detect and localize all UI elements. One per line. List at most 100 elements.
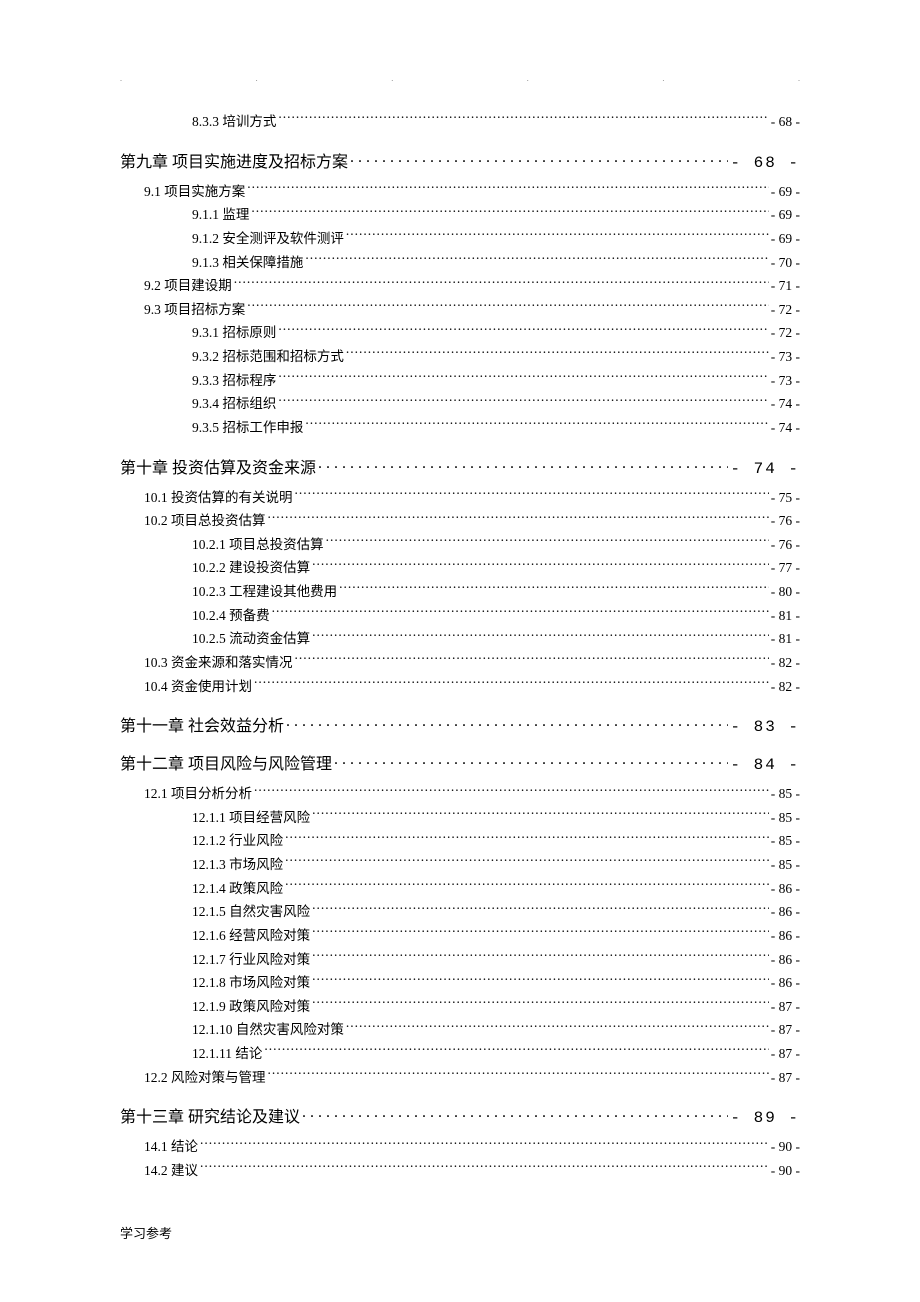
toc-leader-dots xyxy=(268,1068,769,1082)
toc-entry: 10.3 资金来源和落实情况- 82 - xyxy=(144,651,800,675)
toc-entry-label: 10.4 资金使用计划 xyxy=(144,675,252,699)
toc-entry: 10.2.1 项目总投资估算- 76 - xyxy=(192,533,800,557)
toc-entry-page: - 72 - xyxy=(771,321,800,345)
toc-leader-dots xyxy=(326,535,769,549)
toc-entry-label: 9.2 项目建设期 xyxy=(144,274,232,298)
toc-entry-label: 9.3.1 招标原则 xyxy=(192,321,276,345)
toc-entry-page: - 74 - xyxy=(730,460,800,478)
header-dot-row: ...... xyxy=(120,74,800,84)
toc-entry-page: - 69 - xyxy=(771,180,800,204)
toc-entry-page: - 85 - xyxy=(771,853,800,877)
toc-entry-page: - 87 - xyxy=(771,1066,800,1090)
toc-entry: 9.3.2 招标范围和招标方式 - 73 - xyxy=(192,345,800,369)
toc-leader-dots xyxy=(318,457,728,473)
toc-leader-dots xyxy=(247,182,769,196)
toc-entry: 10.2.3 工程建设其他费用- 80 - xyxy=(192,580,800,604)
toc-page: 8.3.3 培训方式- 68 -第九章 项目实施进度及招标方案- 68 -9.1… xyxy=(0,0,920,1243)
toc-entry-label: 9.3.4 招标组织 xyxy=(192,392,276,416)
toc-entry-page: - 87 - xyxy=(771,995,800,1019)
toc-entry-page: - 81 - xyxy=(771,604,800,628)
toc-entry-label: 9.3.5 招标工作申报 xyxy=(192,416,303,440)
toc-entry: 第十一章 社会效益分析 - 83 - xyxy=(120,712,800,736)
toc-leader-dots xyxy=(285,856,769,870)
toc-entry: 10.2.2 建设投资估算 - 77 - xyxy=(192,556,800,580)
toc-entry-page: - 73 - xyxy=(771,345,800,369)
toc-entry: 12.1.1 项目经营风险 - 85 - xyxy=(192,806,800,830)
toc-entry: 12.1.7 行业风险对策- 86 - xyxy=(192,948,800,972)
toc-entry: 9.3 项目招标方案- 72 - xyxy=(144,298,800,322)
toc-entry-label: 9.3.3 招标程序 xyxy=(192,369,276,393)
toc-entry-label: 9.1.1 监理 xyxy=(192,203,249,227)
toc-entry: 12.1.5 自然灾害风险 - 86 - xyxy=(192,900,800,924)
toc-entry-label: 9.1.3 相关保障措施 xyxy=(192,251,303,275)
toc-entry-label: 12.1.8 市场风险对策 xyxy=(192,971,310,995)
toc-entry-page: - 73 - xyxy=(771,369,800,393)
toc-leader-dots xyxy=(346,348,769,362)
toc-entry-page: - 76 - xyxy=(771,509,800,533)
toc-entry-label: 14.2 建议 xyxy=(144,1159,198,1183)
toc-leader-dots xyxy=(350,151,728,167)
toc-entry-page: - 77 - xyxy=(771,556,800,580)
toc-entry: 9.3.1 招标原则 - 72 - xyxy=(192,321,800,345)
toc-entry-page: - 86 - xyxy=(771,900,800,924)
toc-leader-dots xyxy=(312,559,769,573)
toc-entry-page: - 83 - xyxy=(730,718,800,736)
toc-entry-page: - 69 - xyxy=(771,203,800,227)
toc-entry-label: 9.1 项目实施方案 xyxy=(144,180,245,204)
toc-leader-dots xyxy=(346,229,769,243)
toc-leader-dots xyxy=(285,832,769,846)
toc-entry: 第九章 项目实施进度及招标方案- 68 - xyxy=(120,148,800,172)
toc-entry-page: - 90 - xyxy=(771,1135,800,1159)
toc-entry: 第十章 投资估算及资金来源- 74 - xyxy=(120,454,800,478)
toc-entry-page: - 69 - xyxy=(771,227,800,251)
toc-entry-page: - 80 - xyxy=(771,580,800,604)
toc-leader-dots xyxy=(285,879,769,893)
toc-leader-dots xyxy=(286,715,728,731)
toc-entry: 10.4 资金使用计划- 82 - xyxy=(144,675,800,699)
toc-entry-page: - 85 - xyxy=(771,806,800,830)
toc-entry-label: 10.2.1 项目总投资估算 xyxy=(192,533,324,557)
toc-entry-label: 12.1.2 行业风险 xyxy=(192,829,283,853)
toc-entry-label: 10.2.5 流动资金估算 xyxy=(192,627,310,651)
toc-entry-label: 10.2.2 建设投资估算 xyxy=(192,556,310,580)
toc-entry-label: 12.1.10 自然灾害风险对策 xyxy=(192,1018,344,1042)
toc-entry-label: 12.1.9 政策风险对策 xyxy=(192,995,310,1019)
toc-entry-page: - 75 - xyxy=(771,486,800,510)
toc-entry-label: 12.1.5 自然灾害风险 xyxy=(192,900,310,924)
toc-entry: 12.1.10 自然灾害风险对策- 87 - xyxy=(192,1018,800,1042)
toc-leader-dots xyxy=(254,677,769,691)
toc-leader-dots xyxy=(200,1161,769,1175)
toc-entry-label: 12.1 项目分析分析 xyxy=(144,782,252,806)
toc-entry: 14.1 结论- 90 - xyxy=(144,1135,800,1159)
toc-entry-label: 12.1.1 项目经营风险 xyxy=(192,806,310,830)
toc-leader-dots xyxy=(302,1106,728,1122)
toc-entry-label: 第九章 项目实施进度及招标方案 xyxy=(120,148,348,172)
toc-leader-dots xyxy=(278,324,768,338)
toc-entry-label: 9.3.2 招标范围和招标方式 xyxy=(192,345,344,369)
toc-leader-dots xyxy=(200,1138,769,1152)
toc-entry-page: - 89 - xyxy=(730,1109,800,1127)
toc-entry: 12.1.8 市场风险对策- 86 - xyxy=(192,971,800,995)
toc-leader-dots xyxy=(272,606,769,620)
toc-entry-label: 9.3 项目招标方案 xyxy=(144,298,245,322)
toc-entry: 9.1 项目实施方案 - 69 - xyxy=(144,180,800,204)
toc-entry-label: 第十一章 社会效益分析 xyxy=(120,712,284,736)
toc-leader-dots xyxy=(312,903,769,917)
toc-leader-dots xyxy=(339,583,769,597)
toc-entry: 第十三章 研究结论及建议- 89 - xyxy=(120,1103,800,1127)
toc-entry-label: 12.2 风险对策与管理 xyxy=(144,1066,266,1090)
toc-leader-dots xyxy=(251,206,768,220)
toc-entry-label: 第十二章 项目风险与风险管理 xyxy=(120,750,332,774)
toc-leader-dots xyxy=(278,395,768,409)
toc-entry-page: - 68 - xyxy=(771,110,800,134)
toc-leader-dots xyxy=(312,808,769,822)
toc-entry-label: 12.1.11 结论 xyxy=(192,1042,262,1066)
toc-entry-label: 12.1.7 行业风险对策 xyxy=(192,948,310,972)
toc-entry: 10.1 投资估算的有关说明- 75 - xyxy=(144,486,800,510)
toc-leader-dots xyxy=(305,253,768,267)
toc-leader-dots xyxy=(334,753,728,769)
toc-leader-dots xyxy=(312,974,769,988)
toc-entry: 12.1.4 政策风险- 86 - xyxy=(192,877,800,901)
toc-leader-dots xyxy=(312,997,769,1011)
toc-entry-label: 10.3 资金来源和落实情况 xyxy=(144,651,293,675)
